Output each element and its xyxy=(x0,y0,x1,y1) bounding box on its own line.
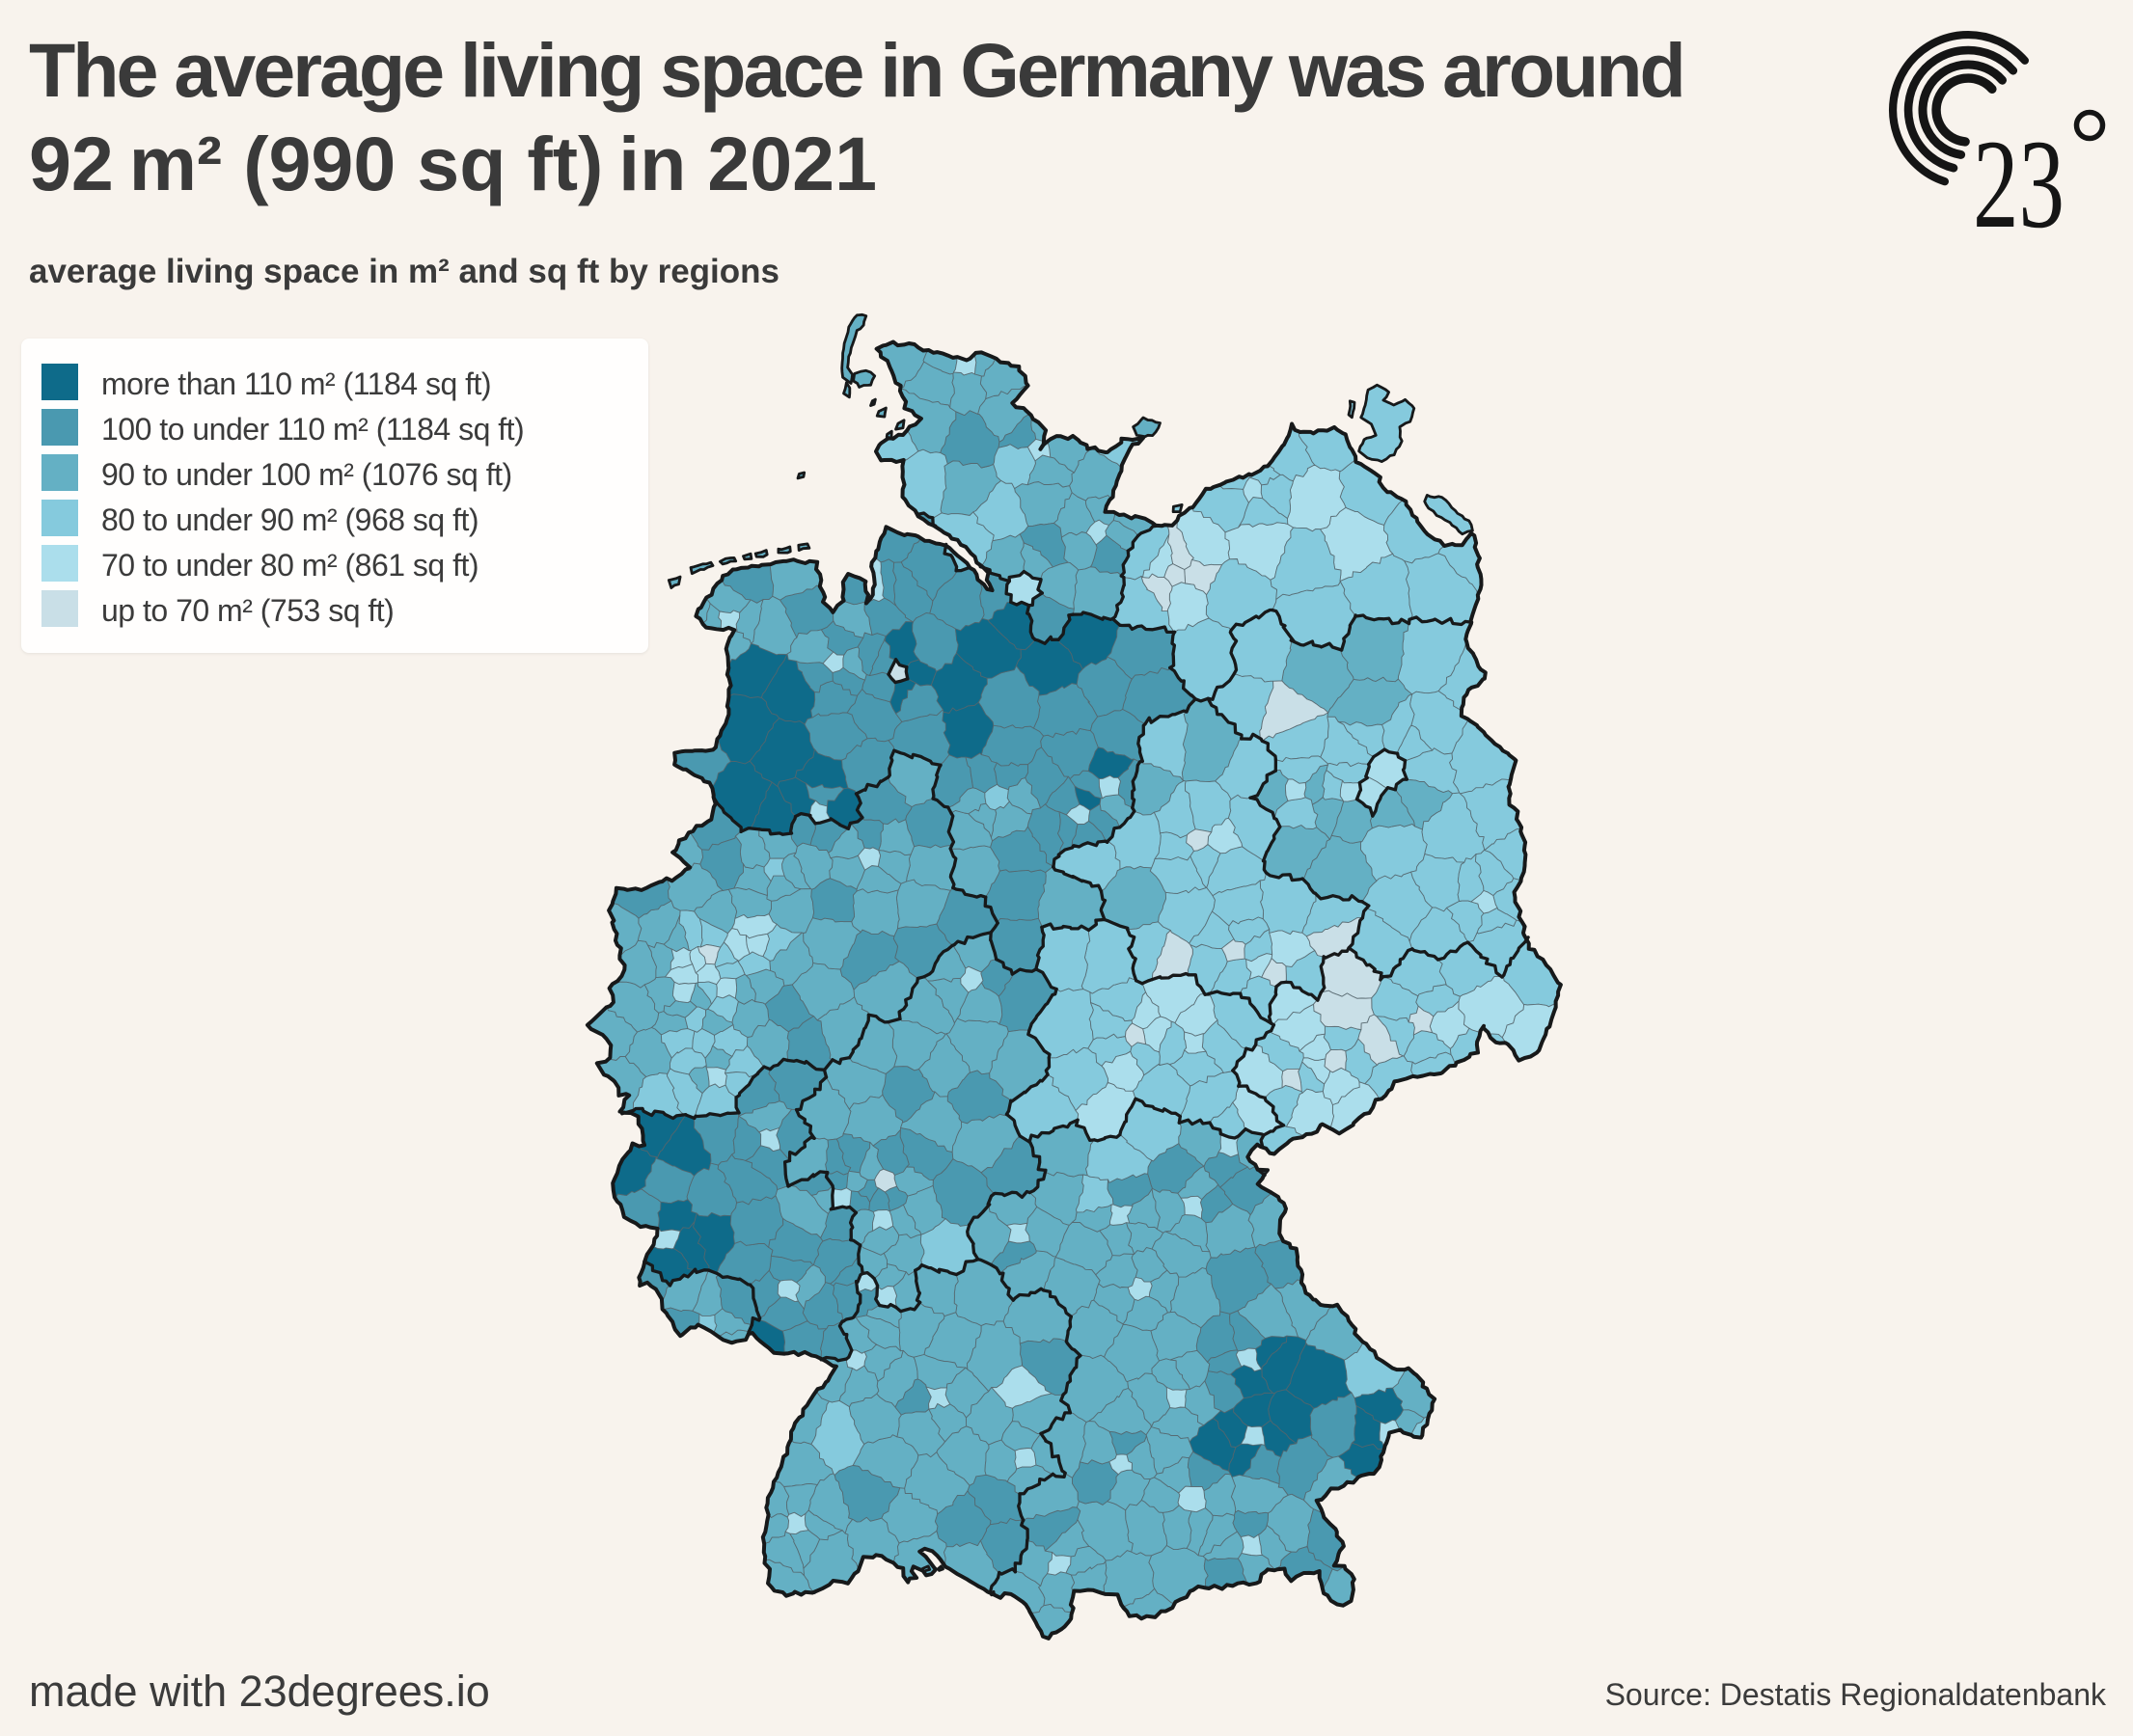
svg-text:23: 23 xyxy=(1973,113,2065,251)
